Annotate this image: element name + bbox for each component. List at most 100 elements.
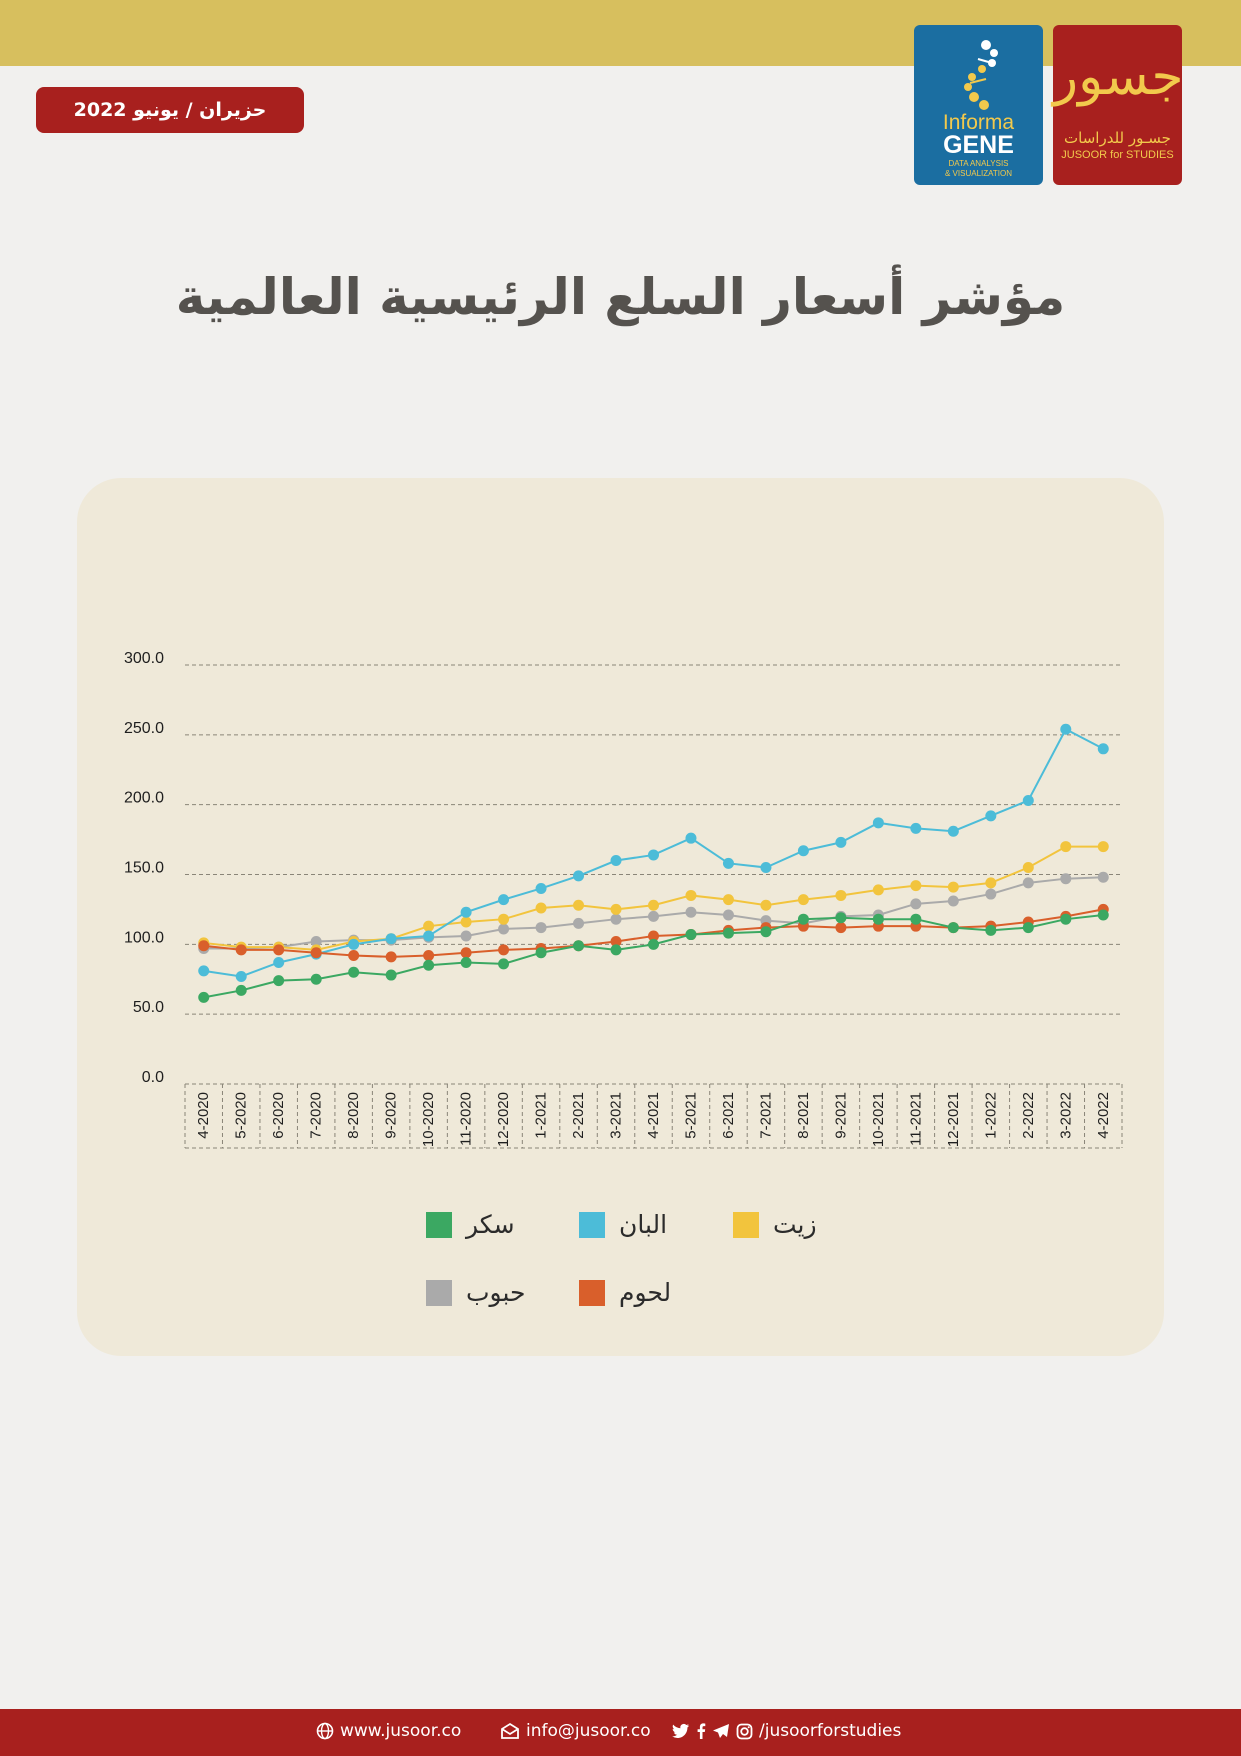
- data-point: [460, 956, 472, 968]
- data-point: [423, 930, 435, 942]
- data-point: [835, 836, 847, 848]
- data-point: [498, 958, 510, 970]
- data-point: [498, 894, 510, 906]
- data-point: [985, 888, 997, 900]
- data-point: [235, 984, 247, 996]
- date-badge-text: حزيران / يونيو 2022: [73, 99, 267, 121]
- data-point: [498, 944, 510, 956]
- data-point: [423, 950, 435, 962]
- globe-icon: [316, 1722, 334, 1740]
- data-point: [460, 906, 472, 918]
- data-point: [797, 845, 809, 857]
- data-point: [872, 913, 884, 925]
- jusoor-logo: ﺟﺴﻮﺭ جسـور للدراسات JUSOOR for STUDIES: [1053, 25, 1184, 185]
- data-point: [1060, 841, 1072, 853]
- data-point: [423, 959, 435, 971]
- data-point: [947, 922, 959, 934]
- x-tick-label: 6-2021: [720, 1092, 737, 1139]
- data-point: [460, 930, 472, 942]
- jusoor-calligraphy-mark: ﺟﺴﻮﺭ: [1053, 47, 1184, 107]
- data-point: [1060, 913, 1072, 925]
- data-point: [1022, 862, 1034, 874]
- data-point: [985, 877, 997, 889]
- x-tick-label: 5-2020: [233, 1092, 250, 1139]
- legend-item: زيت: [733, 1210, 817, 1239]
- data-point: [535, 902, 547, 914]
- data-point: [535, 947, 547, 959]
- data-point: [610, 936, 622, 948]
- data-point: [610, 903, 622, 915]
- data-point: [648, 849, 659, 861]
- footer-social[interactable]: /jusoorforstudies: [672, 1721, 901, 1741]
- data-point: [348, 950, 360, 962]
- data-point: [985, 924, 997, 936]
- data-point: [648, 910, 659, 922]
- jusoor-logo-arabic: جسـور للدراسات: [1064, 129, 1171, 147]
- data-point: [1097, 841, 1109, 853]
- footer: www.jusoor.co info@jusoor.co /jusoorfors…: [0, 1709, 1241, 1756]
- data-point: [573, 940, 585, 952]
- data-point: [235, 970, 247, 982]
- data-point: [460, 916, 472, 928]
- y-tick-label: 300.0: [124, 650, 164, 667]
- legend-item: البان: [579, 1210, 667, 1239]
- x-tick-label: 2-2022: [1020, 1092, 1037, 1139]
- y-tick-label: 250.0: [124, 720, 164, 737]
- data-point: [573, 917, 585, 929]
- data-point: [273, 956, 285, 968]
- data-point: [835, 889, 847, 901]
- x-tick-label: 5-2021: [682, 1092, 699, 1139]
- data-point: [1060, 723, 1072, 735]
- page-title: مؤشر أسعار السلع الرئيسية العالمية: [175, 268, 1066, 326]
- footer-website[interactable]: www.jusoor.co: [316, 1721, 461, 1741]
- data-point: [1097, 909, 1109, 921]
- data-point: [460, 947, 472, 959]
- data-point: [573, 899, 585, 911]
- footer-email[interactable]: info@jusoor.co: [500, 1721, 651, 1741]
- x-tick-label: 8-2020: [345, 1092, 362, 1139]
- x-tick-label: 4-2021: [645, 1092, 662, 1139]
- data-point: [910, 880, 922, 892]
- mail-icon: [501, 1722, 519, 1739]
- x-tick-label: 10-2021: [870, 1092, 887, 1147]
- footer-website-text: www.jusoor.co: [340, 1721, 462, 1741]
- x-tick-label: 3-2022: [1057, 1092, 1074, 1139]
- facebook-icon: [697, 1723, 706, 1739]
- data-point: [498, 913, 510, 925]
- instagram-icon: [736, 1723, 753, 1739]
- x-tick-label: 1-2022: [982, 1092, 999, 1139]
- data-point: [235, 944, 247, 956]
- data-point: [947, 895, 959, 907]
- legend-swatch: [426, 1211, 452, 1238]
- data-point: [835, 912, 847, 924]
- twitter-icon: [672, 1723, 689, 1738]
- legend-label: زيت: [773, 1210, 817, 1239]
- data-point: [910, 898, 922, 910]
- line-chart: 0.0 50.0 100.0 150.0 200.0 250.0 300.0 4-2020 5-…: [124, 650, 1123, 1149]
- dna-icon: [964, 40, 998, 110]
- data-point: [722, 909, 734, 921]
- x-tick-label: 11-2021: [907, 1092, 924, 1146]
- telegram-icon: [713, 1724, 729, 1738]
- legend-item: سكر: [426, 1210, 515, 1239]
- data-point: [835, 922, 847, 934]
- x-tick-label: 1-2021: [533, 1092, 550, 1139]
- legend-swatch: [579, 1211, 605, 1238]
- data-point: [310, 947, 322, 959]
- informa-logo-line2: GENE: [943, 131, 1014, 159]
- data-point: [685, 906, 697, 918]
- data-point: [985, 810, 997, 822]
- data-point: [1022, 794, 1034, 806]
- data-point: [947, 881, 959, 893]
- y-tick-label: 150.0: [124, 860, 164, 877]
- data-point: [722, 857, 734, 869]
- data-point: [760, 862, 772, 874]
- data-point: [910, 822, 922, 834]
- x-tick-label: 12-2020: [495, 1092, 512, 1147]
- data-point: [385, 969, 397, 981]
- data-point: [722, 894, 734, 906]
- data-point: [685, 889, 697, 901]
- data-point: [610, 944, 622, 956]
- legend-swatch: [579, 1279, 605, 1306]
- informa-logo-line1: Informa: [942, 111, 1015, 134]
